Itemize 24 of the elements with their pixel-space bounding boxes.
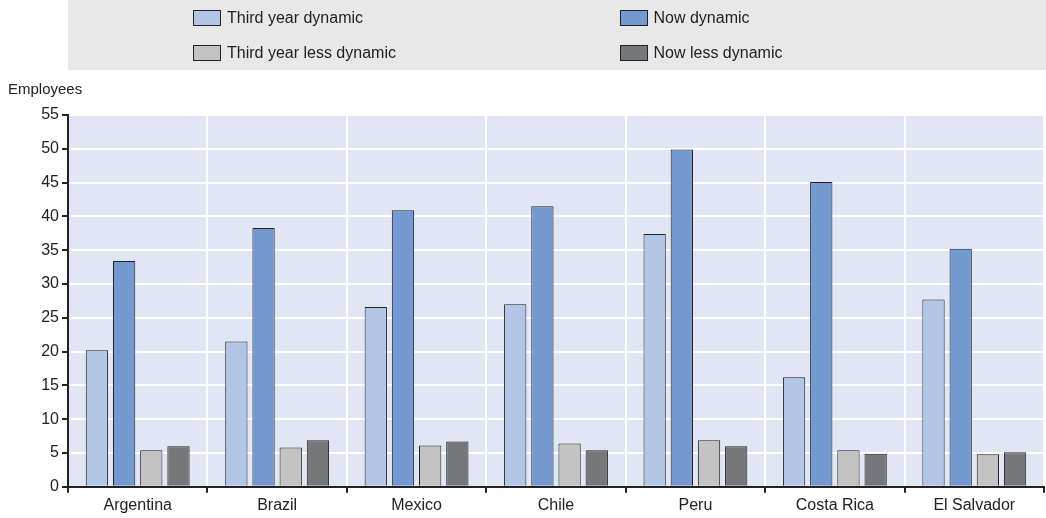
y-tick-label: 10 (41, 409, 60, 427)
legend-label: Now dynamic (653, 9, 750, 27)
y-tick-label: 25 (41, 308, 60, 326)
x-tick-label: Brazil (257, 495, 298, 513)
x-tick-label: Peru (678, 495, 713, 513)
y-tick-label: 40 (41, 206, 60, 224)
y-tick-label: 20 (41, 342, 60, 360)
x-tick-label: Costa Rica (795, 495, 875, 513)
x-tick-label: Argentina (103, 495, 173, 513)
y-tick-label: 45 (41, 173, 60, 191)
x-tick-label: El Salvador (933, 495, 1016, 513)
y-tick-label: 5 (50, 443, 60, 461)
y-tick-label: 35 (41, 240, 60, 258)
legend-label: Now less dynamic (653, 44, 783, 62)
y-tick-label: 50 (41, 139, 60, 157)
x-tick-label: Mexico (391, 495, 443, 513)
legend-label: Third year less dynamic (227, 44, 396, 62)
y-tick-label: 30 (41, 274, 60, 292)
x-tick-label: Chile (537, 495, 575, 513)
legend-label: Third year dynamic (227, 9, 364, 27)
y-tick-label: 0 (50, 477, 60, 495)
y-tick-label: 55 (41, 105, 60, 123)
y-axis-title: Employees (8, 80, 83, 98)
y-tick-label: 15 (41, 375, 60, 393)
